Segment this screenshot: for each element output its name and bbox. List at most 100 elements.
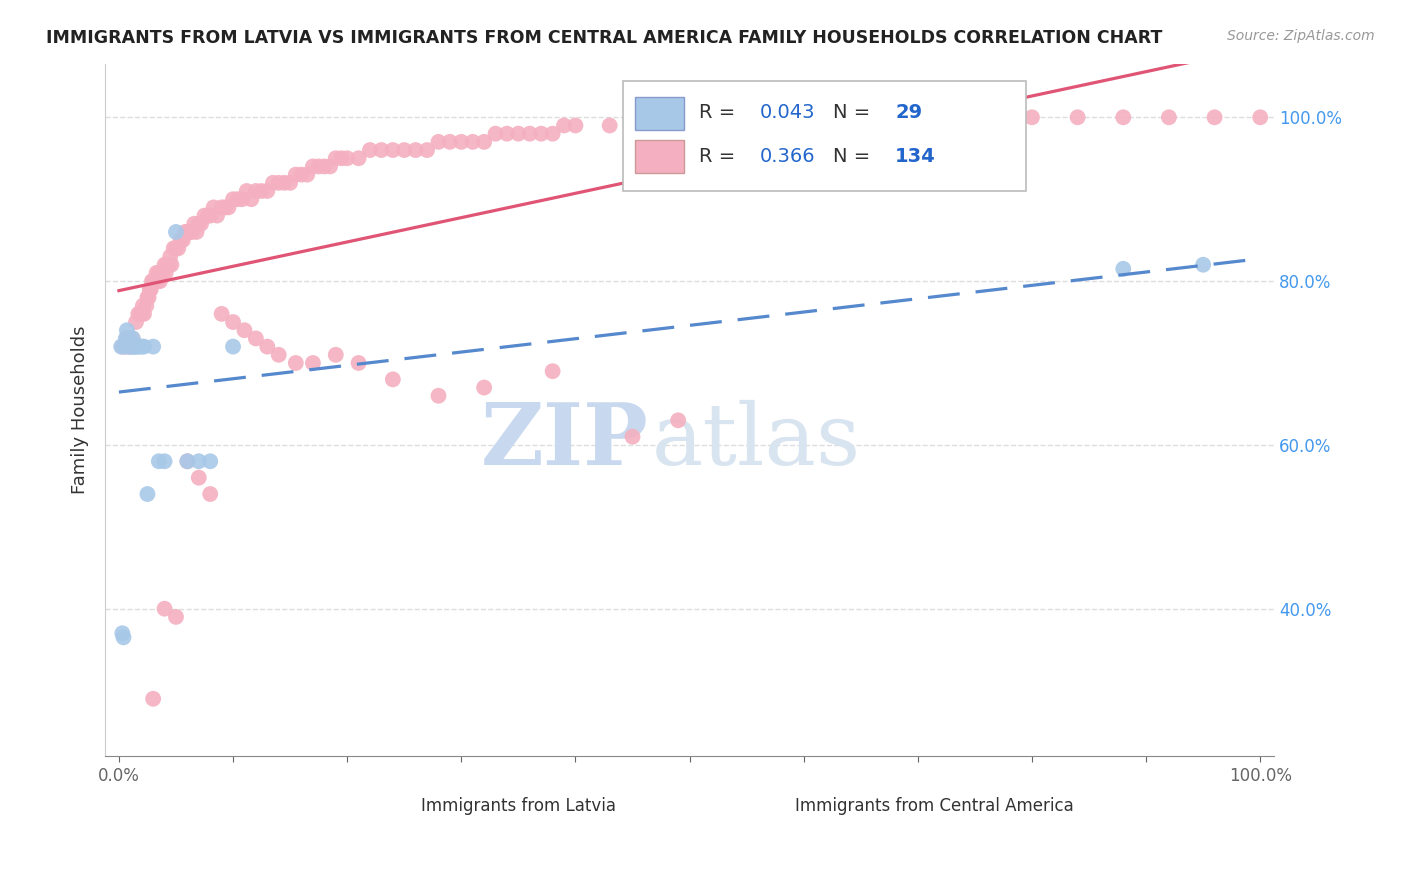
Point <box>884 110 907 124</box>
Point <box>381 372 404 386</box>
Point <box>165 225 187 239</box>
Point <box>176 225 198 239</box>
Text: 134: 134 <box>896 146 936 166</box>
Point <box>284 168 307 182</box>
Point <box>156 258 179 272</box>
Point <box>564 119 586 133</box>
Point <box>143 274 166 288</box>
Point <box>262 176 284 190</box>
Point <box>472 380 495 394</box>
Point <box>139 282 162 296</box>
Point <box>169 233 191 247</box>
Point <box>157 258 180 272</box>
Point <box>186 225 208 239</box>
Point <box>121 340 143 354</box>
Point <box>128 340 150 354</box>
Point <box>233 323 256 337</box>
Point <box>205 209 228 223</box>
Point <box>1066 110 1088 124</box>
Point <box>127 307 149 321</box>
Point <box>153 258 176 272</box>
Point <box>129 307 152 321</box>
Point <box>121 331 143 345</box>
Point <box>110 340 132 354</box>
Point <box>747 110 769 124</box>
Point <box>427 135 450 149</box>
Point <box>121 331 143 345</box>
Point <box>135 299 157 313</box>
Point <box>214 200 236 214</box>
Point <box>115 331 138 345</box>
Point <box>179 225 201 239</box>
Point <box>156 258 179 272</box>
Point <box>461 135 484 149</box>
Text: Immigrants from Central America: Immigrants from Central America <box>794 797 1074 815</box>
Point <box>256 184 278 198</box>
Point <box>117 340 139 354</box>
Point <box>124 340 146 354</box>
Point <box>136 290 159 304</box>
Point <box>112 631 135 645</box>
Point <box>153 454 176 468</box>
Point <box>347 151 370 165</box>
Point <box>1157 110 1180 124</box>
Point <box>115 323 138 337</box>
Point <box>1021 110 1043 124</box>
Point <box>187 217 209 231</box>
Y-axis label: Family Households: Family Households <box>72 326 89 494</box>
Point <box>359 143 381 157</box>
Text: 29: 29 <box>896 103 922 122</box>
Point <box>347 356 370 370</box>
Point <box>160 258 183 272</box>
Point <box>838 110 860 124</box>
Point <box>200 487 222 501</box>
Point <box>222 192 245 206</box>
Point <box>297 168 319 182</box>
FancyBboxPatch shape <box>634 96 683 130</box>
Point <box>141 274 163 288</box>
Text: 0.043: 0.043 <box>759 103 815 122</box>
Point <box>439 135 461 149</box>
Point <box>336 151 359 165</box>
FancyBboxPatch shape <box>634 140 683 173</box>
Point <box>120 340 142 354</box>
Point <box>172 233 194 247</box>
Point <box>427 389 450 403</box>
Point <box>678 110 700 124</box>
Point <box>187 454 209 468</box>
Point <box>174 225 197 239</box>
FancyBboxPatch shape <box>374 795 409 820</box>
Point <box>267 176 290 190</box>
Point <box>222 340 245 354</box>
Point <box>149 274 172 288</box>
Point <box>127 340 149 354</box>
FancyBboxPatch shape <box>745 795 780 820</box>
Point <box>111 626 134 640</box>
Point <box>929 110 952 124</box>
Point <box>319 160 342 174</box>
Point <box>118 331 141 345</box>
Point <box>200 209 222 223</box>
Point <box>1192 258 1215 272</box>
Point <box>496 127 519 141</box>
Point <box>450 135 472 149</box>
Point <box>131 340 153 354</box>
Point <box>122 340 145 354</box>
Point <box>183 217 205 231</box>
Point <box>519 127 541 141</box>
Point <box>142 691 165 706</box>
Point <box>553 119 575 133</box>
Point <box>202 200 225 214</box>
Point <box>193 209 215 223</box>
Point <box>1112 110 1135 124</box>
Point <box>308 160 330 174</box>
Point <box>405 143 427 157</box>
Point <box>218 200 240 214</box>
Point <box>472 135 495 149</box>
Point <box>197 209 219 223</box>
Point <box>145 274 167 288</box>
Point <box>508 127 530 141</box>
Point <box>125 340 148 354</box>
Point <box>159 250 181 264</box>
Point <box>226 192 249 206</box>
